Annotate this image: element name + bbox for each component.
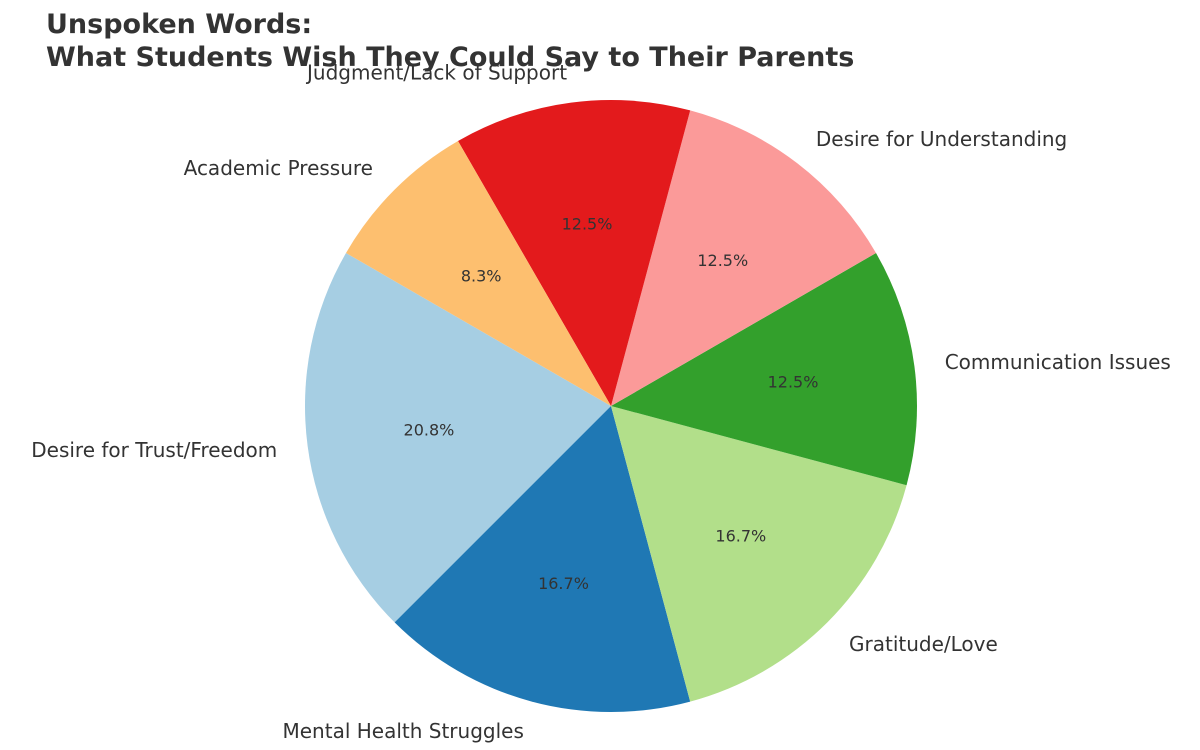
category-label-desire-for-understanding: Desire for Understanding [816, 127, 1067, 151]
percent-label-mental-health-struggles: 16.7% [538, 574, 589, 593]
category-label-judgment-lack-of-support: Judgment/Lack of Support [305, 60, 567, 84]
pie-slice-gratitude-love [611, 406, 907, 702]
pie-slice-judgment-lack-of-support [458, 100, 691, 407]
chart-title-line-2: What Students Wish They Could Say to The… [46, 42, 855, 73]
percent-label-desire-for-trust-freedom: 20.8% [404, 420, 455, 439]
category-label-academic-pressure: Academic Pressure [184, 156, 373, 180]
category-label-desire-for-trust-freedom: Desire for Trust/Freedom [31, 438, 277, 462]
pie-slice-communication-issues [611, 253, 917, 486]
chart-title-line-1: Unspoken Words: [46, 9, 313, 40]
pie-slice-desire-for-trust-freedom [304, 253, 611, 623]
pie-slices [304, 100, 917, 712]
pie-slice-mental-health-struggles [394, 406, 691, 712]
category-label-mental-health-struggles: Mental Health Struggles [282, 719, 523, 743]
percent-label-academic-pressure: 8.3% [461, 267, 502, 286]
percent-label-gratitude-love: 16.7% [715, 526, 766, 545]
percent-label-judgment-lack-of-support: 12.5% [562, 214, 613, 233]
pie-slice-academic-pressure [345, 140, 611, 407]
category-label-gratitude-love: Gratitude/Love [849, 632, 998, 656]
category-label-communication-issues: Communication Issues [945, 350, 1171, 374]
chart-title: Unspoken Words: What Students Wish They … [46, 8, 854, 74]
pie-slice-desire-for-understanding [611, 110, 877, 406]
percent-labels: 20.8% 16.7% 16.7% 12.5% 12.5% 12.5% 8.3% [404, 214, 819, 592]
category-labels: Desire for Trust/Freedom Mental Health St… [31, 60, 1171, 743]
percent-label-communication-issues: 12.5% [768, 373, 819, 392]
percent-label-desire-for-understanding: 12.5% [697, 251, 748, 270]
